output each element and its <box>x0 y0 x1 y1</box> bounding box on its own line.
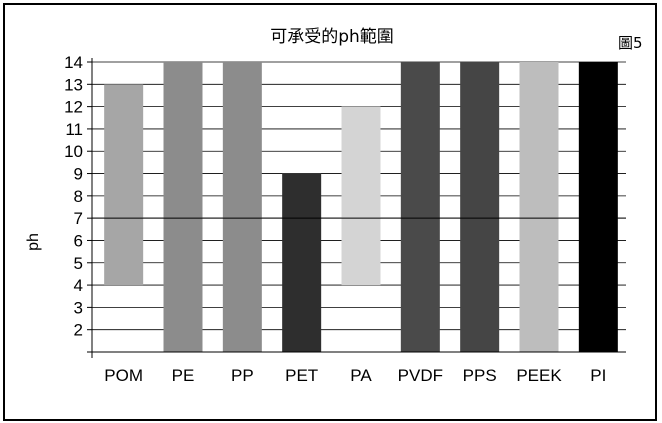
y-tick-label: 7 <box>74 209 83 228</box>
chart-title: 可承受的ph範圍 <box>270 27 394 47</box>
y-tick-label: 5 <box>74 254 83 273</box>
x-category-label: PA <box>350 366 372 385</box>
y-tick-label: 12 <box>64 98 83 117</box>
x-category-label: PP <box>231 366 254 385</box>
y-tick-label: 8 <box>74 187 83 206</box>
y-axis-label: ph <box>25 233 42 251</box>
bar-pa <box>341 106 381 286</box>
bar-pe <box>163 62 203 352</box>
y-tick-label: 3 <box>74 298 83 317</box>
y-tick-label: 2 <box>74 321 83 340</box>
y-tick-label: 13 <box>64 75 83 94</box>
bar-pom <box>104 84 144 286</box>
x-category-label: PET <box>285 366 318 385</box>
y-tick-label: 10 <box>64 142 83 161</box>
y-tick-label: 11 <box>65 120 83 139</box>
figure-label: 圖5 <box>618 34 643 52</box>
bar-pp <box>222 62 262 352</box>
x-category-label: PE <box>172 366 195 385</box>
y-tick-label: 4 <box>74 276 83 295</box>
bar-peek <box>519 62 559 352</box>
x-category-label: PI <box>590 366 606 385</box>
x-category-label: PPS <box>463 366 497 385</box>
x-category-label: PEEK <box>516 366 562 385</box>
bar-pvdf <box>400 62 440 352</box>
x-category-label: PVDF <box>398 366 443 385</box>
bar-pi <box>578 62 618 352</box>
y-tick-label: 6 <box>74 231 83 250</box>
x-category-label: POM <box>104 366 143 385</box>
bar-pet <box>282 173 322 352</box>
bar-pps <box>460 62 500 352</box>
y-tick-label: 9 <box>74 165 83 184</box>
y-tick-label: 14 <box>64 53 83 72</box>
